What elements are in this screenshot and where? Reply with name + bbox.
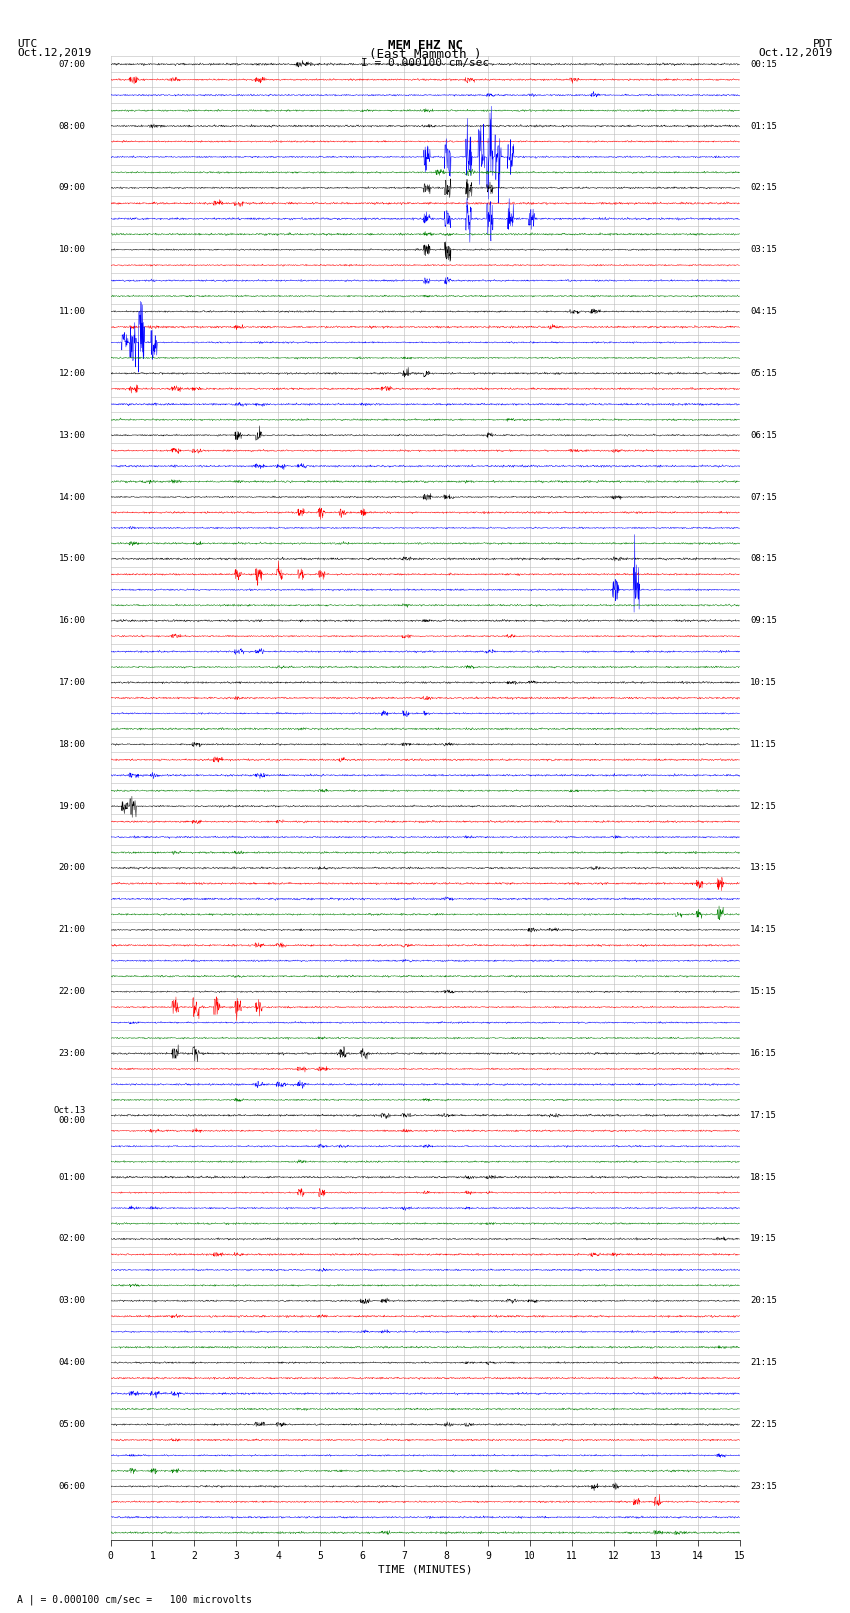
Text: 05:00: 05:00 [59, 1419, 85, 1429]
Text: 19:15: 19:15 [750, 1234, 777, 1244]
Text: 02:15: 02:15 [750, 184, 777, 192]
Text: 16:00: 16:00 [59, 616, 85, 626]
Text: 06:00: 06:00 [59, 1482, 85, 1490]
Text: 20:15: 20:15 [750, 1297, 777, 1305]
Text: Oct.12,2019: Oct.12,2019 [17, 48, 91, 58]
Text: Oct.12,2019: Oct.12,2019 [759, 48, 833, 58]
Text: 13:15: 13:15 [750, 863, 777, 873]
Text: MEM EHZ NC: MEM EHZ NC [388, 39, 462, 52]
Text: 04:00: 04:00 [59, 1358, 85, 1368]
Text: 20:00: 20:00 [59, 863, 85, 873]
Text: 01:00: 01:00 [59, 1173, 85, 1182]
Text: 01:15: 01:15 [750, 121, 777, 131]
Text: 22:15: 22:15 [750, 1419, 777, 1429]
Text: 17:00: 17:00 [59, 677, 85, 687]
Text: 15:00: 15:00 [59, 555, 85, 563]
Text: (East Mammoth ): (East Mammoth ) [369, 48, 481, 61]
Text: 18:00: 18:00 [59, 740, 85, 748]
Text: 11:15: 11:15 [750, 740, 777, 748]
Text: 15:15: 15:15 [750, 987, 777, 997]
Text: 23:00: 23:00 [59, 1048, 85, 1058]
Text: 16:15: 16:15 [750, 1048, 777, 1058]
Text: 18:15: 18:15 [750, 1173, 777, 1182]
Text: 05:15: 05:15 [750, 369, 777, 377]
Text: 12:00: 12:00 [59, 369, 85, 377]
Text: 03:15: 03:15 [750, 245, 777, 255]
Text: 13:00: 13:00 [59, 431, 85, 440]
Text: 23:15: 23:15 [750, 1482, 777, 1490]
Text: 14:00: 14:00 [59, 492, 85, 502]
Text: 10:15: 10:15 [750, 677, 777, 687]
Text: 12:15: 12:15 [750, 802, 777, 811]
Text: Oct.13
00:00: Oct.13 00:00 [53, 1105, 85, 1124]
Text: 19:00: 19:00 [59, 802, 85, 811]
Text: 17:15: 17:15 [750, 1111, 777, 1119]
Text: UTC: UTC [17, 39, 37, 48]
X-axis label: TIME (MINUTES): TIME (MINUTES) [377, 1565, 473, 1574]
Text: 04:15: 04:15 [750, 306, 777, 316]
Text: 11:00: 11:00 [59, 306, 85, 316]
Text: PDT: PDT [813, 39, 833, 48]
Text: 14:15: 14:15 [750, 926, 777, 934]
Text: 08:15: 08:15 [750, 555, 777, 563]
Text: 22:00: 22:00 [59, 987, 85, 997]
Text: 03:00: 03:00 [59, 1297, 85, 1305]
Text: 21:15: 21:15 [750, 1358, 777, 1368]
Text: 07:15: 07:15 [750, 492, 777, 502]
Text: 09:15: 09:15 [750, 616, 777, 626]
Text: 10:00: 10:00 [59, 245, 85, 255]
Text: 02:00: 02:00 [59, 1234, 85, 1244]
Text: 00:15: 00:15 [750, 60, 777, 69]
Text: 09:00: 09:00 [59, 184, 85, 192]
Text: A | = 0.000100 cm/sec =   100 microvolts: A | = 0.000100 cm/sec = 100 microvolts [17, 1594, 252, 1605]
Text: 07:00: 07:00 [59, 60, 85, 69]
Text: I = 0.000100 cm/sec: I = 0.000100 cm/sec [361, 58, 489, 68]
Text: 21:00: 21:00 [59, 926, 85, 934]
Text: 06:15: 06:15 [750, 431, 777, 440]
Text: 08:00: 08:00 [59, 121, 85, 131]
